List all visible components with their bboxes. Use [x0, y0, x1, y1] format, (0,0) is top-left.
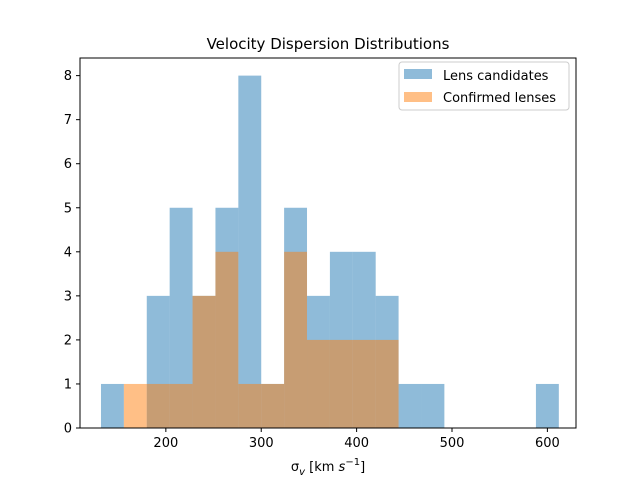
legend-label-confirmed-lenses: Confirmed lenses	[443, 91, 556, 106]
bar-lens-candidates-19	[536, 384, 559, 428]
bar-confirmed-lenses-9	[330, 340, 353, 428]
x-tick-label: 400	[344, 436, 369, 451]
chart-title: Velocity Dispersion Distributions	[207, 35, 450, 53]
bar-confirmed-lenses-10	[353, 340, 376, 428]
bar-confirmed-lenses-4	[215, 252, 238, 428]
bar-confirmed-lenses-2	[170, 384, 193, 428]
bar-confirmed-lenses-7	[284, 252, 307, 428]
y-tick-label: 8	[64, 69, 72, 84]
histogram-chart: Velocity Dispersion Distributions 200 300…	[0, 0, 640, 480]
bar-confirmed-lenses-11	[376, 340, 399, 428]
bar-lens-candidates-0	[101, 384, 124, 428]
y-tick-label: 3	[64, 289, 72, 304]
y-tick-label: 1	[64, 377, 72, 392]
bar-confirmed-lenses-0	[124, 384, 147, 428]
bar-confirmed-lenses-8	[307, 340, 330, 428]
bar-confirmed-lenses-6	[261, 384, 284, 428]
bar-confirmed-lenses-5	[238, 384, 261, 428]
x-tick-label: 300	[249, 436, 274, 451]
legend-label-lens-candidates: Lens candidates	[443, 69, 549, 84]
bar-confirmed-lenses-1	[147, 384, 170, 428]
y-tick-label: 6	[64, 157, 72, 172]
bar-confirmed-lenses-3	[193, 296, 216, 428]
bar-lens-candidates-14	[421, 384, 444, 428]
y-tick-label: 5	[64, 201, 72, 216]
x-tick-label: 200	[153, 436, 178, 451]
x-tick-label: 500	[440, 436, 465, 451]
y-tick-label: 4	[64, 245, 72, 260]
legend-swatch-lens-candidates	[404, 69, 432, 79]
x-tick-label: 600	[535, 436, 560, 451]
y-tick-label: 2	[64, 333, 72, 348]
y-tick-label: 0	[64, 422, 72, 437]
legend: Lens candidates Confirmed lenses	[399, 62, 569, 110]
y-tick-label: 7	[64, 113, 72, 128]
bar-lens-candidates-6	[238, 76, 261, 428]
legend-swatch-confirmed-lenses	[404, 92, 432, 102]
bar-lens-candidates-13	[399, 384, 422, 428]
